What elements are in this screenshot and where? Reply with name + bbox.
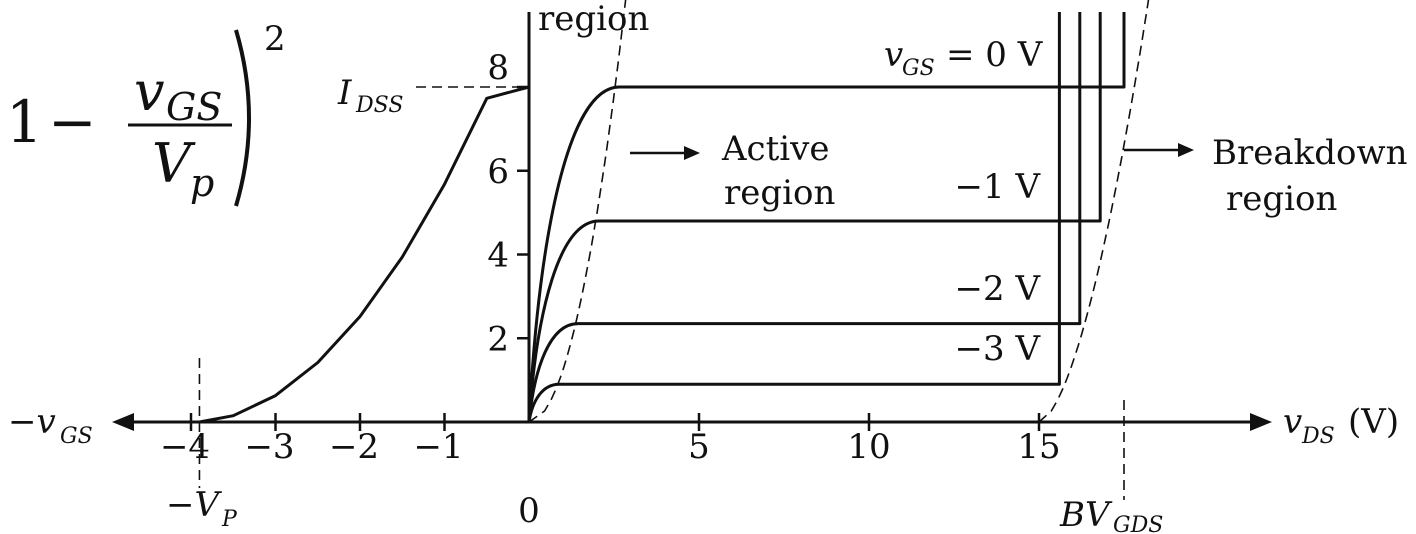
svg-text:I: I: [337, 73, 352, 113]
svg-text:region: region: [1226, 179, 1337, 219]
svg-text:Breakdown: Breakdown: [1212, 133, 1407, 173]
idss-label: I DSS: [337, 73, 403, 118]
square-law-formula: 1 − v GS V p 2: [6, 19, 286, 207]
id-tick-label-2: 2: [487, 319, 509, 359]
breakdown-region-label: Breakdown region: [1124, 133, 1407, 219]
ohmic-region-label: region: [538, 0, 649, 39]
vgs-tick-label--4: −4: [160, 427, 210, 467]
output-curve-3: [527, 12, 1061, 423]
svg-text:v: v: [884, 35, 903, 75]
output-curve-2: [527, 12, 1082, 423]
series-label-3: −3 V: [955, 329, 1042, 369]
guides-layer: [198, 0, 1150, 500]
svg-text:GS: GS: [902, 56, 935, 81]
series-label-0: vGS = 0 V: [884, 35, 1044, 81]
svg-text:v: v: [1283, 402, 1302, 442]
vgs-axis-label: −v GS: [8, 402, 93, 449]
series-labels-layer: vGS = 0 V −1 V −2 V −3 V: [884, 35, 1044, 369]
vds-tick-label-15: 15: [1017, 427, 1060, 467]
vds-tick-label-0: 0: [518, 491, 540, 531]
curves-layer: [199, 12, 1126, 424]
svg-text:GS: GS: [60, 424, 93, 449]
vgs-tick-label--2: −2: [329, 427, 379, 467]
formula-denominator-sub: p: [190, 161, 214, 205]
svg-text:−V: −V: [166, 485, 222, 525]
svg-text:DSS: DSS: [355, 93, 403, 118]
series-label-2: −2 V: [955, 269, 1042, 309]
svg-text:DS: DS: [1301, 424, 1335, 449]
series-label-1: −1 V: [955, 167, 1042, 207]
svg-text:−1 V: −1 V: [955, 167, 1042, 207]
svg-text:region: region: [724, 173, 835, 213]
vds-axis-arrow: [1250, 413, 1272, 431]
formula-denominator: V: [152, 132, 196, 195]
id-tick-label-8: 8: [487, 48, 509, 88]
svg-text:BV: BV: [1059, 495, 1113, 534]
svg-text:P: P: [221, 507, 238, 532]
vgs-tick-label--3: −3: [244, 427, 294, 467]
id-tick-label-6: 6: [487, 152, 509, 192]
svg-text:−3 V: −3 V: [955, 329, 1042, 369]
bvgds-label: BV GDS: [1059, 495, 1163, 534]
formula-minus: −: [48, 88, 97, 156]
transfer-curve: [199, 85, 530, 424]
svg-text:GDS: GDS: [1113, 513, 1163, 534]
svg-text:−v: −v: [8, 402, 56, 442]
formula-numerator-sub: GS: [166, 85, 222, 129]
output-curve-0: [527, 12, 1126, 423]
svg-text:Active: Active: [721, 129, 829, 169]
breakdown-locus: [1038, 0, 1150, 423]
formula-numerator: v: [134, 60, 165, 123]
pinch-off-locus: [528, 0, 627, 423]
vds-axis-label: v DS (V): [1283, 402, 1399, 449]
svg-text:= 0 V: = 0 V: [946, 35, 1044, 75]
vgs-axis-arrow: [112, 413, 134, 431]
formula-one: 1: [6, 88, 43, 156]
vp-label: −V P: [166, 485, 238, 532]
svg-text:−2 V: −2 V: [955, 269, 1042, 309]
svg-text:(V): (V): [1348, 402, 1399, 442]
active-region-label: Active region: [630, 129, 835, 213]
vgs-tick-label--1: −1: [413, 427, 463, 467]
ticks-layer: 0 5 10 15 −4 −3 −2 −1 2 4 6 8: [160, 48, 1061, 531]
id-tick-label-4: 4: [487, 236, 509, 276]
vds-tick-label-5: 5: [688, 427, 710, 467]
vds-tick-label-10: 10: [847, 427, 890, 467]
formula-exponent: 2: [264, 19, 286, 59]
output-curve-1: [527, 12, 1102, 423]
formula-right-paren: [234, 29, 251, 207]
